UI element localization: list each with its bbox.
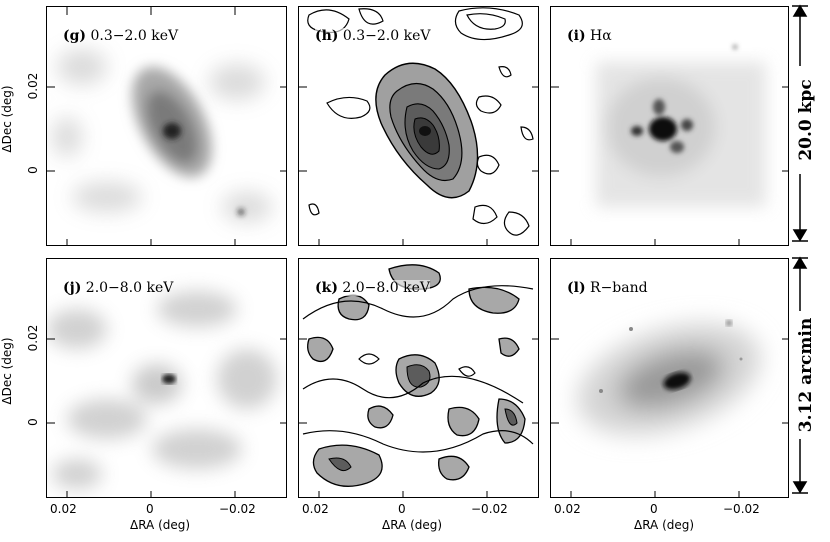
x-tick-right-0.02: 0.02 (554, 502, 581, 516)
x-tick-right-minus0.02: −0.02 (723, 502, 760, 516)
y-axis-label-top: ΔDec (deg) (0, 85, 14, 153)
panel-g-image (47, 7, 286, 245)
x-axis-label-mid: ΔRA (deg) (382, 518, 443, 532)
panel-i-halpha-image: (i) Hα (550, 6, 789, 246)
panel-j-hard-xray-image: (j) 2.0−8.0 keV (46, 258, 287, 498)
y-tick-bottom-0: 0 (26, 418, 40, 426)
scale-label-kpc: 20.0 kpc (796, 66, 816, 174)
y-axis-label-bottom: ΔDec (deg) (0, 337, 14, 405)
panel-l-image (551, 320, 788, 497)
x-tick-left-0: 0 (146, 502, 154, 516)
x-tick-left-0.02: 0.02 (50, 502, 77, 516)
panel-h-label: (h) 0.3−2.0 keV (315, 28, 431, 44)
panel-k-label: (k) 2.0−8.0 keV (315, 280, 430, 296)
panel-i-label: (i) Hα (567, 28, 612, 44)
panel-k-hard-xray-contours: (k) 2.0−8.0 keV (298, 258, 539, 498)
panel-i-image (551, 45, 788, 245)
x-axis-label-right: ΔRA (deg) (634, 518, 695, 532)
panel-g-soft-xray-image: (g) 0.3−2.0 keV (46, 6, 287, 246)
x-tick-left-minus0.02: −0.02 (219, 502, 256, 516)
y-tick-top-0: 0 (26, 166, 40, 174)
panel-g-label: (g) 0.3−2.0 keV (63, 28, 179, 44)
x-tick-mid-0: 0 (398, 502, 406, 516)
panel-l-rband-image: (l) R−band (550, 258, 789, 498)
panel-l-label: (l) R−band (567, 280, 648, 296)
y-tick-bottom-0.02: 0.02 (26, 324, 40, 352)
panel-k-contours (299, 264, 538, 497)
x-tick-right-0: 0 (650, 502, 658, 516)
y-tick-top-0.02: 0.02 (26, 72, 40, 100)
x-axis-label-left: ΔRA (deg) (130, 518, 191, 532)
panel-j-image (47, 291, 286, 497)
panel-h-contours (299, 7, 538, 245)
x-tick-mid-0.02: 0.02 (302, 502, 329, 516)
panel-j-label: (j) 2.0−8.0 keV (63, 280, 174, 296)
scale-label-arcmin: 3.12 arcmin (796, 311, 816, 439)
panel-h-soft-xray-contours: (h) 0.3−2.0 keV (298, 6, 539, 246)
x-tick-mid-minus0.02: −0.02 (471, 502, 508, 516)
